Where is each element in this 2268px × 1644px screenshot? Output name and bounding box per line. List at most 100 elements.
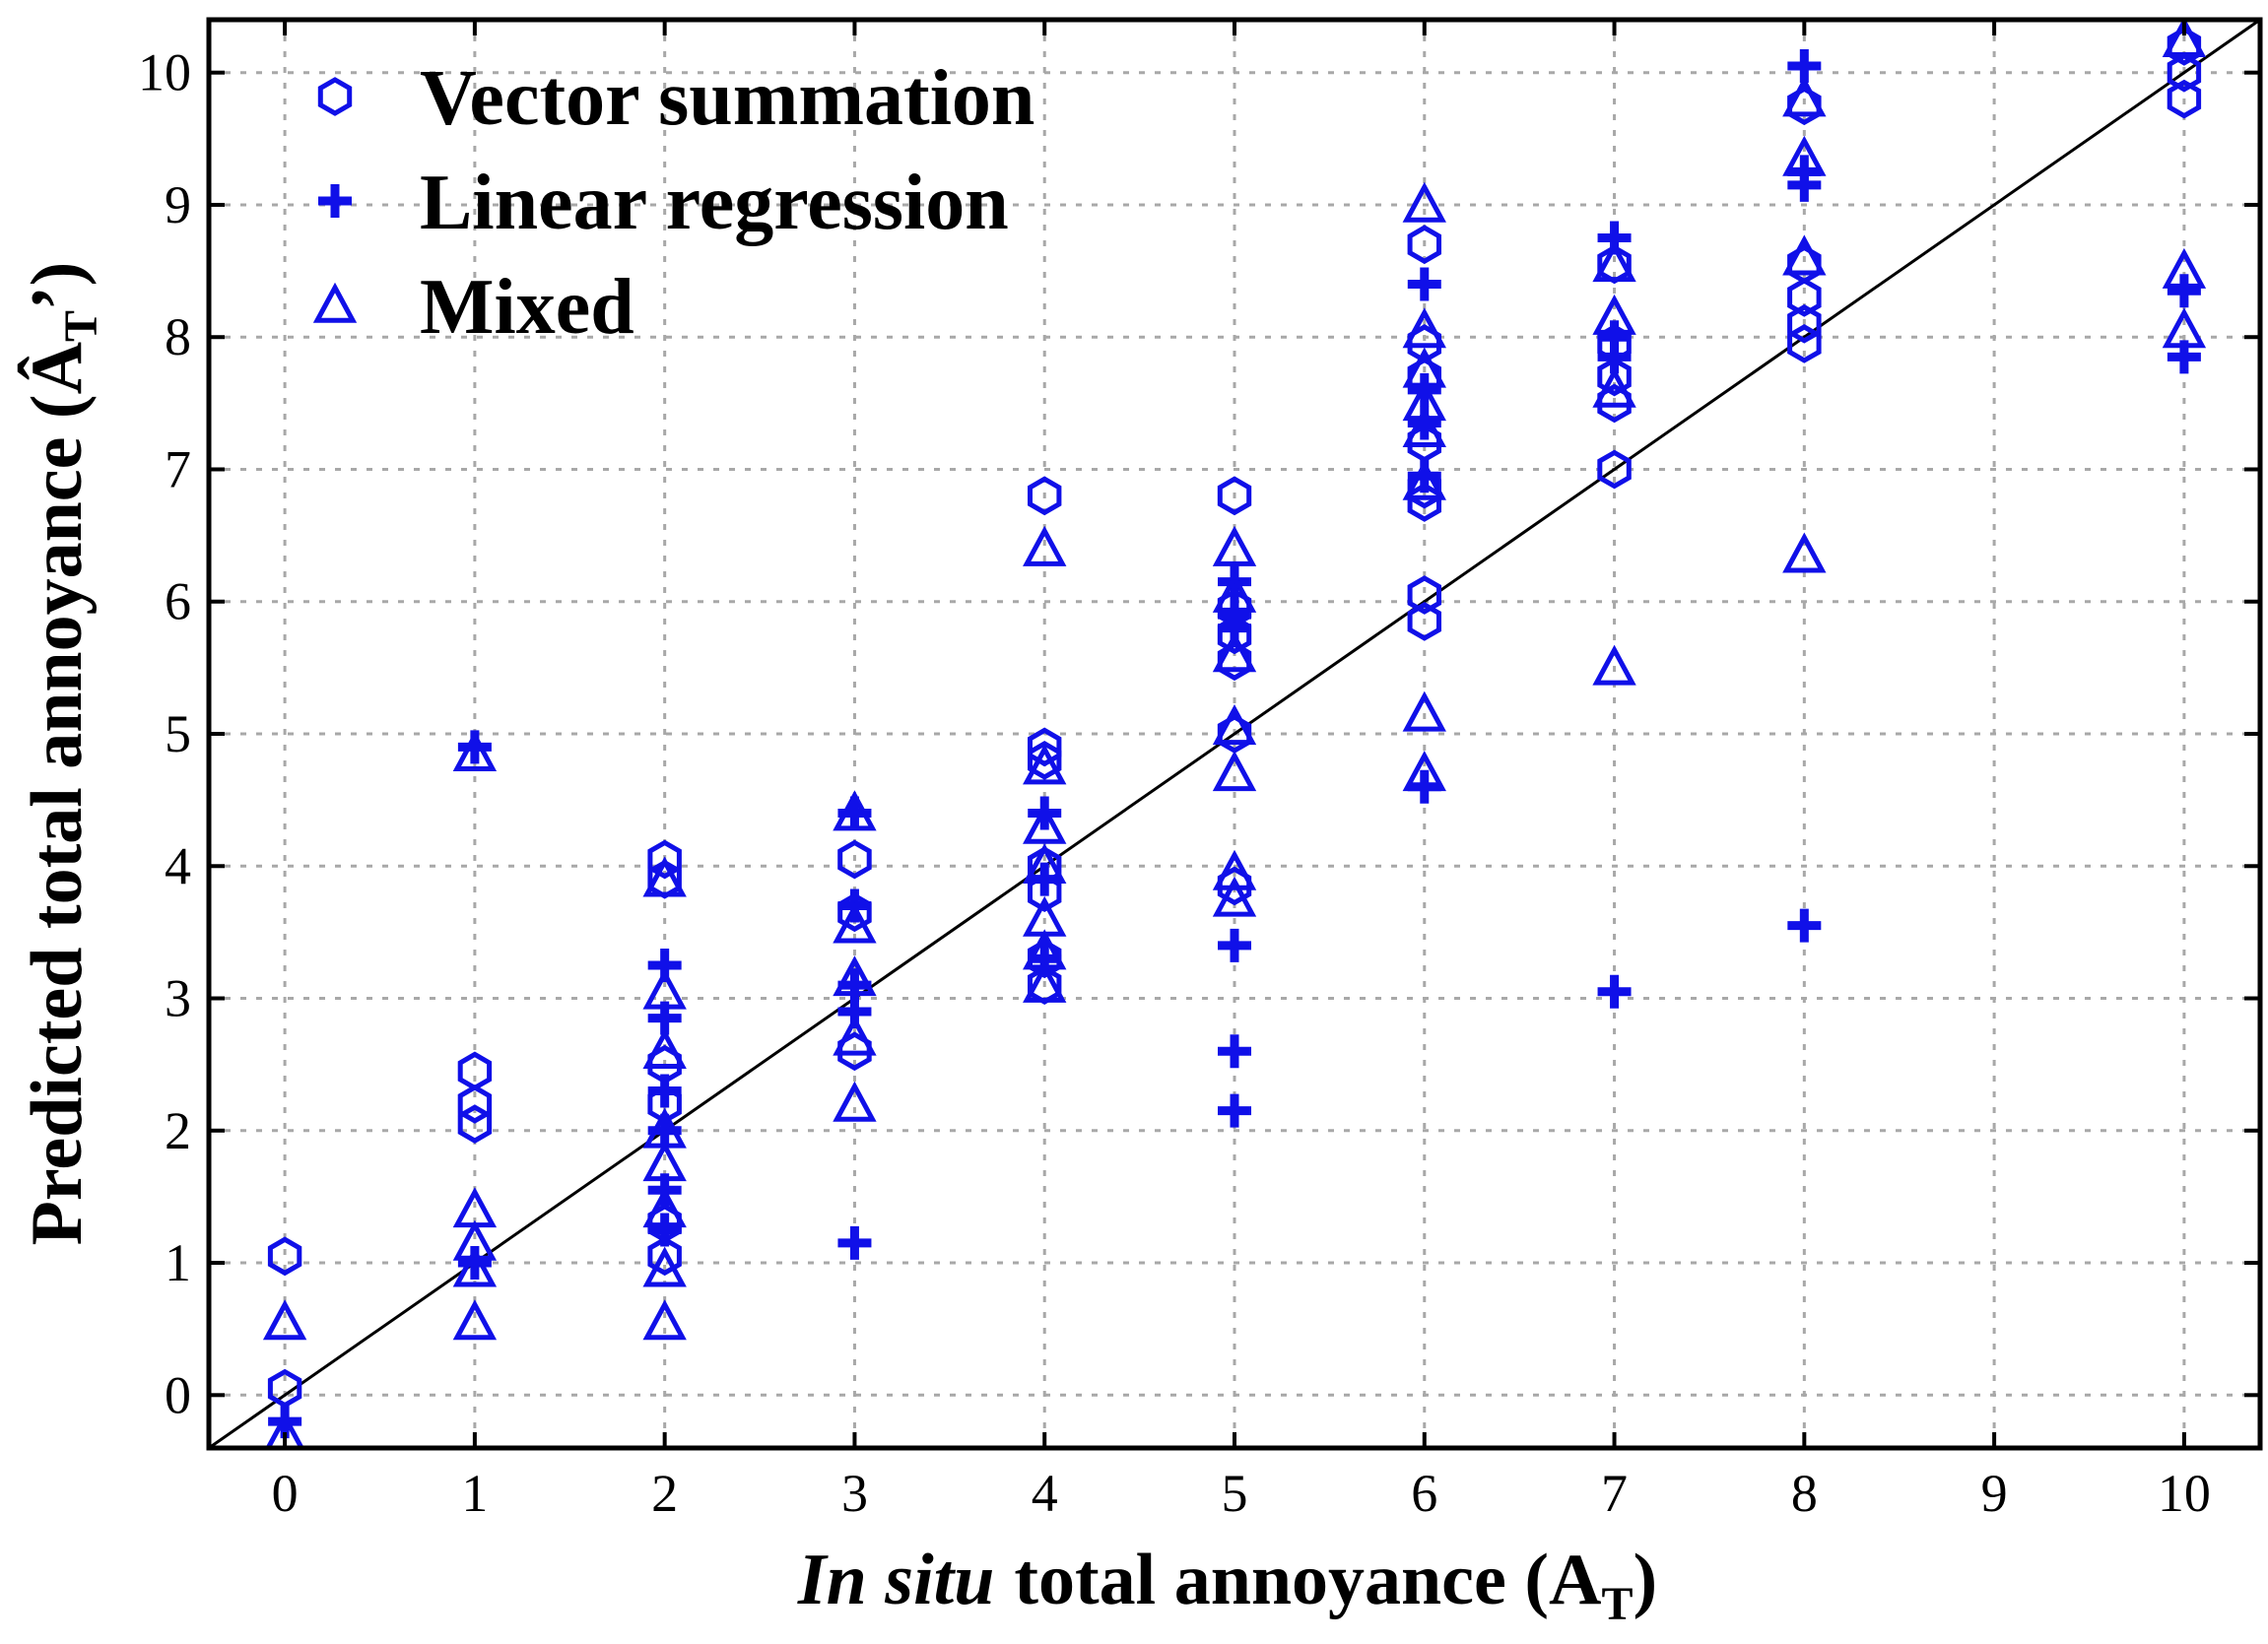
triangle-point xyxy=(1592,644,1636,686)
y-tick-label: 4 xyxy=(165,836,191,895)
legend-label: Vector summation xyxy=(420,55,1034,142)
hexagon-point xyxy=(1787,86,1822,126)
triangle-point xyxy=(833,955,877,997)
hexagon-point xyxy=(1407,602,1441,641)
x-tick-label: 2 xyxy=(651,1464,678,1523)
legend-label: Mixed xyxy=(420,264,634,351)
hexagon-point xyxy=(1217,476,1252,516)
x-axis-title-subscript: T xyxy=(1601,1578,1633,1630)
x-axis-title-main: total annoyance (A xyxy=(1014,1540,1601,1620)
x-axis-title-close: ) xyxy=(1633,1540,1657,1620)
triangle-point xyxy=(452,730,498,771)
triangle-point xyxy=(833,1081,877,1122)
legend-label: Linear regression xyxy=(420,160,1009,246)
hexagon-point xyxy=(1028,727,1062,767)
legend-plus-icon xyxy=(318,184,352,218)
triangle-point xyxy=(452,1219,498,1261)
triangle-point xyxy=(1212,631,1257,673)
plus-point xyxy=(1407,267,1441,301)
triangle-point xyxy=(1592,366,1636,408)
hexagon-point xyxy=(1217,714,1252,754)
triangle-point xyxy=(1402,406,1446,448)
plus-point xyxy=(1218,928,1251,962)
triangle-point xyxy=(1402,690,1446,732)
y-tick-label: 1 xyxy=(165,1233,191,1292)
hexagon-point xyxy=(2167,52,2202,93)
triangle-point xyxy=(452,1246,498,1287)
plus-point xyxy=(647,1074,682,1108)
x-axis-title: In situ total annoyance (AT) xyxy=(797,1540,1657,1630)
hexagon-point xyxy=(267,1236,302,1277)
x-tick-label: 7 xyxy=(1601,1464,1628,1523)
y-tick-label: 6 xyxy=(165,572,191,631)
triangle-point xyxy=(1592,294,1636,335)
triangle-point xyxy=(2162,247,2207,289)
triangle-point xyxy=(1023,843,1067,885)
triangle-point xyxy=(1782,532,1827,573)
triangle-point xyxy=(642,1141,687,1182)
triangle-point xyxy=(1023,961,1067,1003)
hexagon-point xyxy=(457,1051,493,1091)
triangle-point xyxy=(1212,849,1257,890)
hexagon-point xyxy=(1787,303,1822,344)
legend-triangle-icon xyxy=(312,282,358,323)
triangle-point xyxy=(1212,704,1257,746)
x-axis-title-italic: In situ xyxy=(797,1540,995,1620)
triangle-point xyxy=(1212,751,1257,792)
triangle-point xyxy=(1782,234,1827,276)
triangle-point xyxy=(1023,525,1067,566)
hexagon-point xyxy=(1597,449,1632,490)
hexagon-point xyxy=(1217,641,1252,682)
hexagon-point xyxy=(1407,469,1441,509)
y-tick-label: 2 xyxy=(165,1101,191,1160)
y-tick-label: 0 xyxy=(165,1365,191,1424)
plus-point xyxy=(1597,974,1632,1009)
triangle-point xyxy=(1212,525,1257,566)
triangle-point xyxy=(2162,307,2207,349)
y-tick-label: 8 xyxy=(165,307,191,366)
triangle-point xyxy=(642,1187,687,1228)
triangle-point xyxy=(642,968,687,1010)
hexagon-point xyxy=(647,1236,682,1277)
triangle-point xyxy=(1402,751,1446,792)
hexagon-point xyxy=(457,1104,493,1144)
series-mixed xyxy=(262,20,2207,1448)
hexagon-point xyxy=(1407,225,1441,265)
triangle-point xyxy=(452,1299,498,1341)
hexagon-point xyxy=(1028,741,1062,780)
plus-point xyxy=(1218,1093,1251,1128)
triangle-point xyxy=(1402,380,1446,422)
hexagon-point xyxy=(457,1085,493,1124)
y-tick-label: 9 xyxy=(165,175,191,234)
plus-point xyxy=(837,1225,872,1260)
x-tick-label: 0 xyxy=(272,1464,299,1523)
hexagon-point xyxy=(2167,79,2202,119)
legend: Vector summation Linear regression Mixed xyxy=(312,55,1034,351)
x-tick-label: 3 xyxy=(841,1464,868,1523)
x-tick-label: 6 xyxy=(1411,1464,1437,1523)
hexagon-point xyxy=(2167,27,2202,66)
y-axis-title: Predicted total annoyance (ÂT’) xyxy=(17,262,107,1246)
data-points-group xyxy=(262,20,2207,1448)
triangle-point xyxy=(642,856,687,897)
triangle-point xyxy=(262,1299,307,1341)
triangle-point xyxy=(642,1246,687,1287)
triangle-point xyxy=(1212,876,1257,917)
x-tick-label: 9 xyxy=(1981,1464,2008,1523)
hexagon-point xyxy=(1028,476,1062,516)
y-tick-label: 7 xyxy=(165,439,191,498)
reference-line-layer xyxy=(208,18,2261,1450)
triangle-point xyxy=(1023,744,1067,785)
x-tick-label: 4 xyxy=(1032,1464,1058,1523)
triangle-point xyxy=(1023,803,1067,844)
x-tick-label: 8 xyxy=(1791,1464,1818,1523)
legend-hexagon-icon xyxy=(317,77,353,116)
triangle-point xyxy=(265,1412,304,1448)
triangle-point xyxy=(1782,135,1827,176)
triangle-point xyxy=(642,1027,687,1070)
triangle-point xyxy=(1023,895,1067,937)
triangle-point xyxy=(1782,76,1827,117)
y-axis-title-main: Predicted total annoyance (Â xyxy=(17,342,98,1245)
reference-line xyxy=(208,18,2261,1450)
